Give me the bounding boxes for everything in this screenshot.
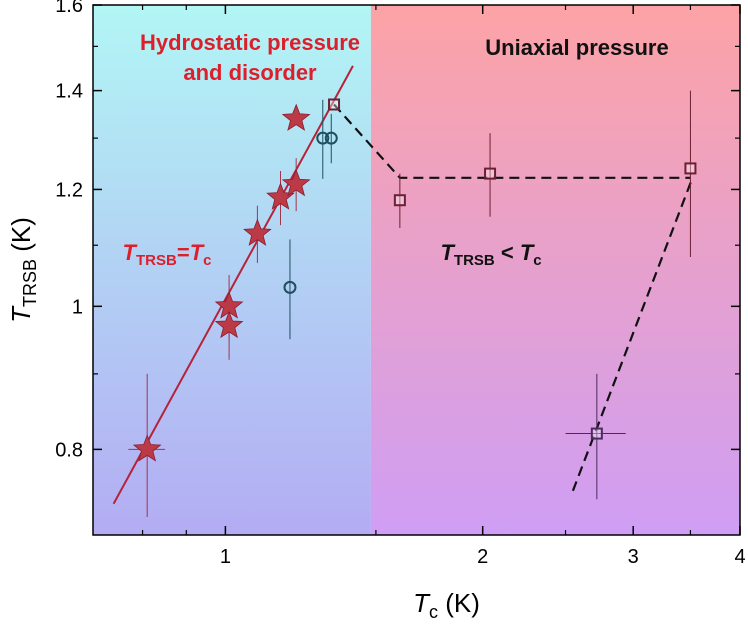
annotation-layer: Hydrostatic pressure and disorder Uniaxial… bbox=[123, 30, 669, 269]
fit-line-layer bbox=[112, 65, 354, 505]
x-axis-label: Tc (K) bbox=[413, 588, 480, 622]
region-title-left-line-2: and disorder bbox=[183, 60, 317, 85]
square-point-2-0 bbox=[328, 98, 341, 111]
star-point-3 bbox=[243, 218, 272, 246]
marker-layer bbox=[132, 98, 697, 462]
annotation-2: TTRSB < Tc bbox=[440, 240, 541, 269]
x-tick-label-1: 1 bbox=[220, 546, 231, 568]
y-tick-label-3: 1.4 bbox=[55, 81, 83, 103]
y-tick-label-4: 1.6 bbox=[55, 0, 83, 17]
circle-point-1 bbox=[316, 131, 330, 145]
circle-point-2 bbox=[324, 131, 338, 145]
circle-point-0 bbox=[283, 280, 297, 294]
fit-line bbox=[112, 65, 354, 505]
region-title-left-line-1: Hydrostatic pressure bbox=[140, 30, 360, 55]
plot-frame bbox=[92, 4, 741, 536]
square-point-2-2 bbox=[484, 167, 497, 180]
x-tick-label-3: 3 bbox=[628, 546, 639, 568]
y-axis-label: TTRSB (K) bbox=[6, 217, 40, 323]
square-point-3-0 bbox=[590, 427, 603, 440]
region-right-background bbox=[370, 5, 740, 535]
star-point-0 bbox=[132, 434, 162, 462]
star-point-2 bbox=[214, 310, 244, 339]
square-point-2-1 bbox=[393, 194, 406, 207]
y-tick-label-2: 1.2 bbox=[55, 179, 83, 201]
annotation-1: TTRSB=Tc bbox=[123, 240, 212, 269]
square-point-2-3 bbox=[684, 162, 697, 175]
star-point-5 bbox=[281, 168, 311, 197]
axes: 1 2 3 4 0.8 1 1.2 1.4 1.6 Tc (K) TTRSB (K) bbox=[6, 0, 746, 622]
star-point-6 bbox=[281, 103, 311, 131]
x-tick-label-2: 2 bbox=[477, 546, 488, 568]
y-tick-label-0: 0.8 bbox=[55, 439, 83, 461]
region-title-right-line-1: Uniaxial pressure bbox=[485, 35, 668, 60]
y-tick-label-1: 1 bbox=[72, 296, 83, 318]
background-regions bbox=[93, 5, 740, 535]
x-tick-label-4: 4 bbox=[734, 546, 745, 568]
